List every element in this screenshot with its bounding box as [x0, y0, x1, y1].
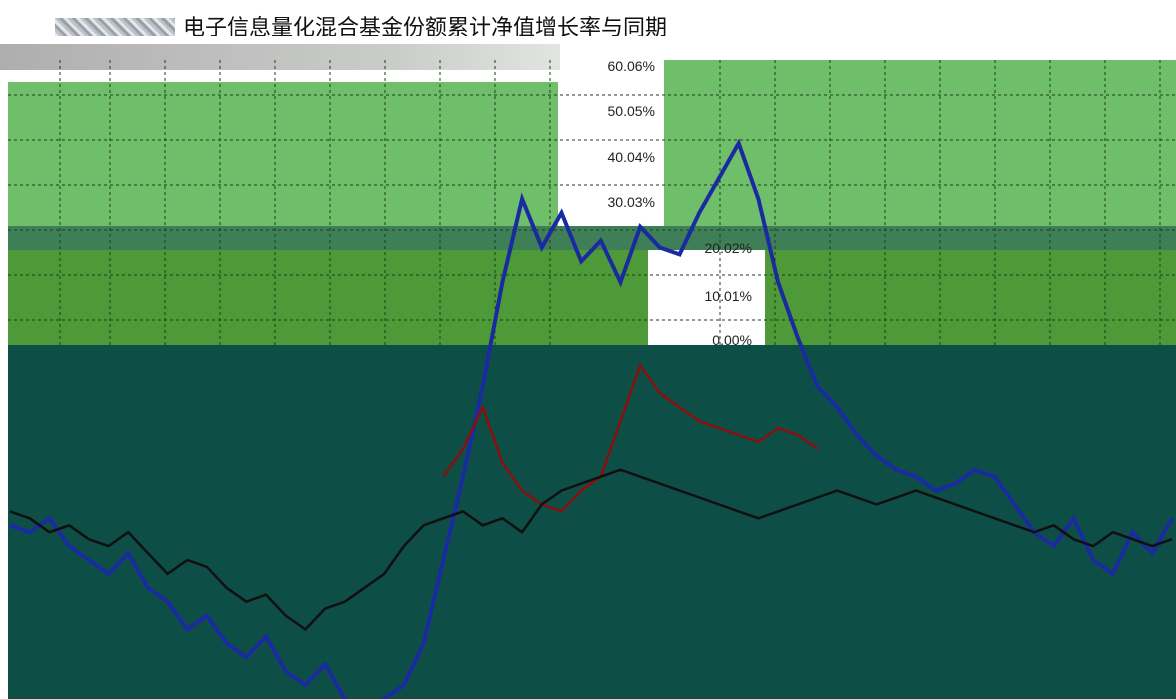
series-line-1: [442, 362, 819, 513]
y-tick-upper-0: 60.06%: [608, 58, 655, 74]
plot-panel-mid-axis: [648, 250, 765, 345]
title-noise: [55, 18, 175, 36]
plot-panel-upper-right: [664, 60, 1176, 242]
series-line-0: [9, 138, 1174, 699]
y-tick-mid-2: 0.00%: [712, 332, 752, 348]
y-tick-upper-2: 40.04%: [608, 149, 655, 165]
plot-panel-upper-left: [8, 82, 558, 242]
chart-title: 电子信息量化混合基金份额累计净值增长率与同期: [0, 10, 1176, 36]
chart-title-text: 电子信息量化混合基金份额累计净值增长率与同期: [183, 16, 668, 36]
gridlines: [8, 60, 1176, 345]
subtitle-blur: [0, 44, 560, 70]
plot-panel-lower: [8, 345, 1176, 699]
y-axis-ticks: 60.06% 50.05% 40.04% 30.03% 20.02% 10.01% 0.00…: [608, 58, 752, 348]
series-line-2: [9, 468, 1173, 632]
y-tick-mid-0: 20.02%: [705, 240, 752, 256]
series-lines: [9, 138, 1174, 699]
plot-panel-mid-left: [8, 250, 648, 345]
y-tick-upper-1: 50.05%: [608, 103, 655, 119]
y-tick-upper-3: 30.03%: [608, 194, 655, 210]
plot-panel-mid-right: [765, 250, 1176, 345]
y-tick-mid-1: 10.01%: [705, 288, 752, 304]
